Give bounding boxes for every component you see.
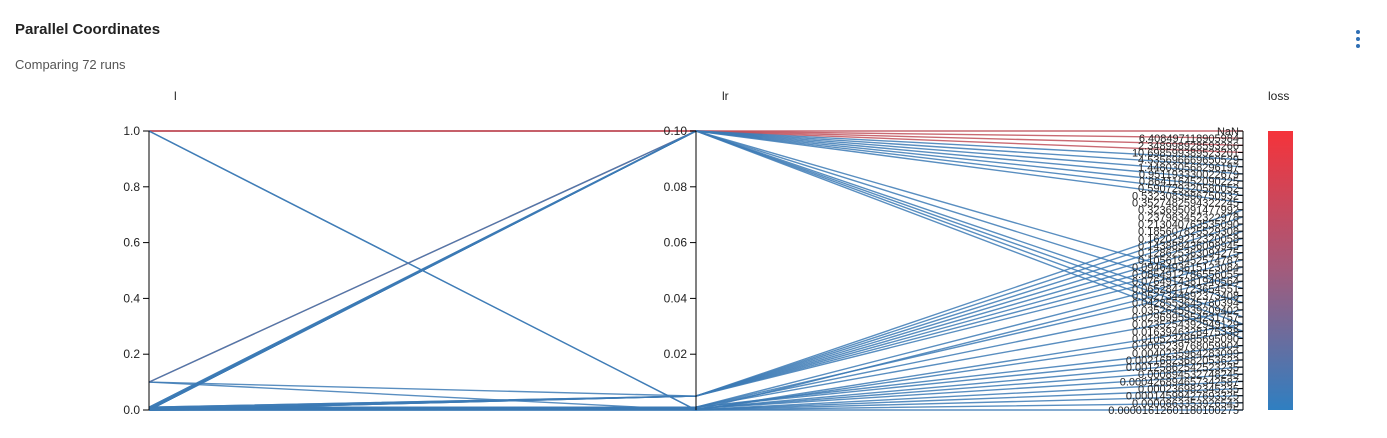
tick-label: 0.0105234985695090: [1132, 333, 1239, 345]
tick-label: 10.698599389523201: [1132, 147, 1239, 159]
tick-label: 0.0: [123, 403, 140, 417]
tick-label: 0.02: [664, 347, 688, 361]
tick-label: 0.00014599427693325: [1126, 391, 1239, 403]
tick-label: 0.00125862542523235: [1126, 362, 1239, 374]
tick-label: 0.0652841723654551: [1132, 283, 1239, 295]
tick-label: 0.08: [664, 180, 688, 194]
tick-label: 0.0296995954231757: [1132, 312, 1239, 324]
tick-label: 0.4: [123, 291, 140, 305]
tick-label: 0.323695091477992: [1138, 205, 1239, 217]
tick-label: 0.105619452574787: [1138, 255, 1239, 267]
tick-label: 0.8: [123, 180, 140, 194]
tick-label: 0.06: [664, 236, 688, 250]
axis-label-loss: loss: [1268, 89, 1289, 103]
tick-label: NaN: [1217, 126, 1239, 138]
tick-label: 0.000894532748245: [1138, 369, 1239, 381]
tick-label: 0.0000863353926543: [1132, 398, 1239, 410]
tick-label: 0.0235254392949129: [1132, 319, 1239, 331]
tick-label: 0.0428553645780394: [1132, 298, 1239, 310]
tick-label: 0.185607825529308: [1138, 226, 1239, 238]
tick-label: 0.0946493615123084: [1132, 262, 1239, 274]
tick-label: 0.143889436098945: [1138, 240, 1239, 252]
tick-label: 4.535696669650529: [1138, 155, 1239, 167]
tick-label: 1.448030568296197: [1138, 162, 1239, 174]
panel-title: Parallel Coordinates: [15, 21, 161, 38]
axis-label-lr: lr: [722, 89, 729, 103]
tick-label: 0.951193330022679: [1139, 169, 1239, 181]
loss-colorbar: [1268, 131, 1293, 410]
axis-label-l: l: [174, 89, 177, 103]
tick-label: 0.213040763535090: [1138, 219, 1239, 231]
tick-label: 6.408497118905984: [1139, 133, 1239, 145]
tick-label: 0.162029212320058: [1138, 233, 1239, 245]
tick-label: 2.348998928593266: [1138, 140, 1239, 152]
tick-label: 0.2: [123, 347, 140, 361]
tick-label: 0.6: [123, 236, 140, 250]
tick-label: 1.0: [123, 124, 140, 138]
tick-label: 0.0065239768059904: [1132, 341, 1239, 353]
tick-label: 0.0163946328475338: [1132, 326, 1239, 338]
more-options-icon[interactable]: [1348, 28, 1368, 50]
tick-label: 0.237983452322978: [1138, 212, 1239, 224]
tick-label: 0.128625363094275: [1138, 248, 1239, 260]
tick-label: 0.0352645939209402: [1132, 305, 1239, 317]
tick-label: 0.10: [664, 124, 688, 138]
tick-label: 0.000426894657342587: [1120, 376, 1239, 388]
tick-label: 0.04: [664, 291, 688, 305]
tick-label: 0.000236982345235: [1138, 384, 1239, 396]
tick-label: 0.0040235964283099: [1132, 348, 1239, 360]
tick-label: 0.5323083986750932: [1132, 190, 1239, 202]
tick-label: 0.864116452090225: [1139, 176, 1239, 188]
panel-subtitle: Comparing 72 runs: [15, 57, 126, 72]
tick-label: 0.00001612601180100275: [1108, 405, 1239, 417]
tick-label: 0.00216823682053623: [1126, 355, 1239, 367]
tick-label: 0.0527344892373408: [1132, 291, 1239, 303]
tick-label: 0.0854912786556055: [1132, 269, 1239, 281]
tick-label: 0.0764914381940564: [1132, 276, 1239, 288]
tick-label: 0.590729320580052: [1138, 183, 1239, 195]
tick-label: 0.3527482594322245: [1132, 198, 1239, 210]
